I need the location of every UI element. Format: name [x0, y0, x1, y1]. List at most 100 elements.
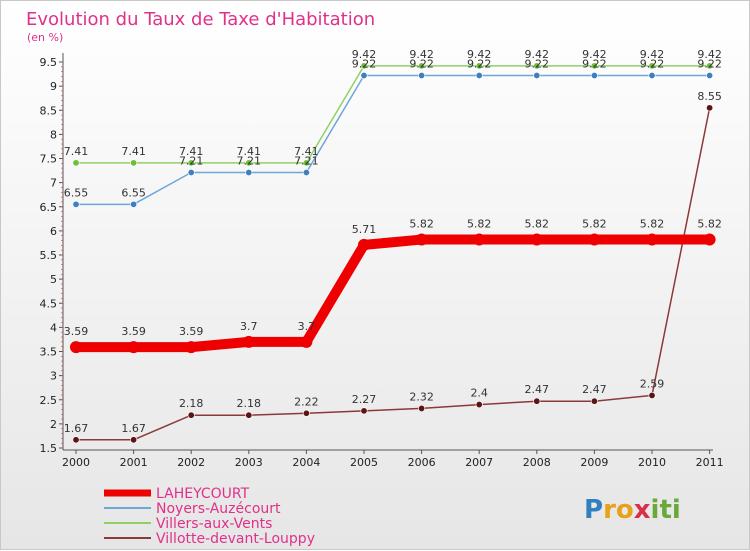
data-point-villers-aux-vents: [360, 62, 368, 70]
data-label-noyers-auz-court: 9.22: [582, 58, 607, 71]
data-point-noyers-auz-court: [187, 168, 195, 176]
data-label-laheycourt: 3.59: [179, 325, 204, 338]
data-point-noyers-auz-court: [648, 72, 656, 80]
data-label-villers-aux-vents: 7.41: [237, 145, 262, 158]
data-label-noyers-auz-court: 9.22: [352, 58, 377, 71]
data-point-noyers-auz-court: [360, 72, 368, 80]
data-label-villers-aux-vents: 9.42: [467, 48, 492, 61]
x-tick-label: 2000: [62, 456, 90, 469]
data-point-villotte-devant-louppy: [475, 401, 483, 409]
series-line-villers-aux-vents: [75, 65, 711, 164]
data-label-noyers-auz-court: 9.22: [409, 58, 434, 71]
x-tick-label: 2011: [696, 456, 724, 469]
data-point-laheycourt: [358, 238, 370, 251]
data-label-laheycourt: 3.7: [298, 320, 316, 333]
data-point-laheycourt: [415, 233, 428, 246]
data-label-noyers-auz-court: 7.21: [237, 154, 262, 167]
data-point-laheycourt: [473, 233, 486, 246]
data-point-villers-aux-vents: [187, 159, 195, 167]
y-tick-label: 3.5: [40, 346, 58, 359]
data-point-noyers-auz-court: [72, 200, 80, 208]
data-point-villotte-devant-louppy: [533, 397, 541, 405]
data-label-villers-aux-vents: 7.41: [294, 145, 319, 158]
y-tick-label: 5.5: [40, 249, 58, 262]
y-tick-label: 8.5: [40, 104, 58, 117]
series-layer: [70, 62, 716, 444]
data-label-laheycourt: 3.59: [64, 325, 89, 338]
y-tick-label: 1.5: [40, 442, 58, 455]
series-line-villotte-devant-louppy: [75, 107, 711, 441]
x-tick-label: 2001: [120, 456, 148, 469]
data-label-villotte-devant-louppy: 1.67: [64, 422, 89, 435]
data-label-laheycourt: 5.82: [409, 218, 434, 231]
data-label-laheycourt: 3.7: [240, 320, 258, 333]
data-label-laheycourt: 5.82: [582, 218, 607, 231]
y-tick-label: 7: [50, 177, 57, 190]
data-point-laheycourt: [646, 233, 658, 246]
data-label-villotte-devant-louppy: 2.22: [294, 395, 319, 408]
data-label-noyers-auz-court: 9.22: [697, 58, 722, 71]
data-point-villers-aux-vents: [533, 62, 541, 70]
x-tick-label: 2004: [292, 456, 320, 469]
data-point-noyers-auz-court: [418, 72, 426, 80]
x-tick-label: 2009: [580, 456, 608, 469]
legend-label-villers: Villers-aux-Vents: [156, 516, 272, 532]
data-label-laheycourt: 3.59: [121, 325, 146, 338]
data-point-villotte-devant-louppy: [187, 411, 195, 419]
data-label-noyers-auz-court: 9.22: [467, 58, 492, 71]
data-label-villers-aux-vents: 9.42: [409, 48, 434, 61]
x-tick-label: 2008: [523, 456, 551, 469]
x-axis-ticks: 2000 2001 2002 2003 2004 2005 2006 2007 2008 2009…: [62, 450, 724, 469]
data-label-villotte-devant-louppy: 2.18: [179, 397, 204, 410]
series-line-laheycourt: [71, 234, 715, 353]
y-tick-label: 4: [50, 321, 57, 334]
y-tick-label: 8: [50, 128, 57, 141]
data-label-villers-aux-vents: 7.41: [121, 145, 146, 158]
data-point-laheycourt: [530, 233, 543, 246]
data-label-villers-aux-vents: 9.42: [582, 48, 607, 61]
data-label-laheycourt: 5.82: [697, 218, 722, 231]
logo-text: Proxiti: [584, 495, 681, 525]
y-tick-label: 9: [50, 80, 57, 93]
y-tick-label: 2.5: [40, 394, 58, 407]
data-point-villotte-devant-louppy: [360, 407, 368, 415]
x-tick-label: 2010: [638, 456, 666, 469]
data-label-laheycourt: 5.71: [352, 223, 377, 236]
data-label-villers-aux-vents: 7.41: [179, 145, 204, 158]
y-tick-label: 7.5: [40, 153, 58, 166]
data-point-villers-aux-vents: [130, 159, 138, 167]
y-tick-label: 6: [50, 225, 57, 238]
data-point-noyers-auz-court: [706, 72, 714, 80]
data-point-laheycourt: [703, 233, 716, 246]
data-point-villotte-devant-louppy: [706, 104, 714, 112]
x-tick-label: 2003: [235, 456, 263, 469]
data-label-villotte-devant-louppy: 2.47: [525, 383, 550, 396]
y-tick-label: 2: [50, 418, 57, 431]
data-label-villers-aux-vents: 9.42: [525, 48, 550, 61]
x-tick-label: 2002: [177, 456, 205, 469]
data-label-noyers-auz-court: 7.21: [179, 154, 204, 167]
data-point-noyers-auz-court: [475, 72, 483, 80]
data-label-laheycourt: 5.82: [640, 218, 665, 231]
data-label-villotte-devant-louppy: 2.59: [640, 377, 665, 390]
data-point-villotte-devant-louppy: [590, 397, 598, 405]
data-point-laheycourt: [300, 335, 313, 348]
data-point-villers-aux-vents: [475, 62, 483, 70]
series-line-noyers-auz-court: [75, 74, 711, 206]
legend: LAHEYCOURT Noyers-Auzécourt Villers-aux-…: [104, 486, 315, 547]
data-point-villers-aux-vents: [648, 62, 656, 70]
data-point-villotte-devant-louppy: [130, 436, 138, 444]
data-label-villotte-devant-louppy: 2.47: [582, 383, 607, 396]
data-point-villotte-devant-louppy: [302, 409, 310, 417]
legend-label-laheycourt: LAHEYCOURT: [156, 486, 250, 502]
data-point-villotte-devant-louppy: [648, 391, 656, 399]
data-point-noyers-auz-court: [533, 72, 541, 80]
chart-title: Evolution du Taux de Taxe d'Habitation: [26, 9, 375, 30]
y-tick-label: 3: [50, 370, 57, 383]
data-label-villotte-devant-louppy: 2.32: [409, 390, 434, 403]
data-point-noyers-auz-court: [302, 168, 310, 176]
y-tick-label: 5: [50, 273, 57, 286]
data-label-villers-aux-vents: 9.42: [697, 48, 722, 61]
data-label-noyers-auz-court: 9.22: [525, 58, 550, 71]
